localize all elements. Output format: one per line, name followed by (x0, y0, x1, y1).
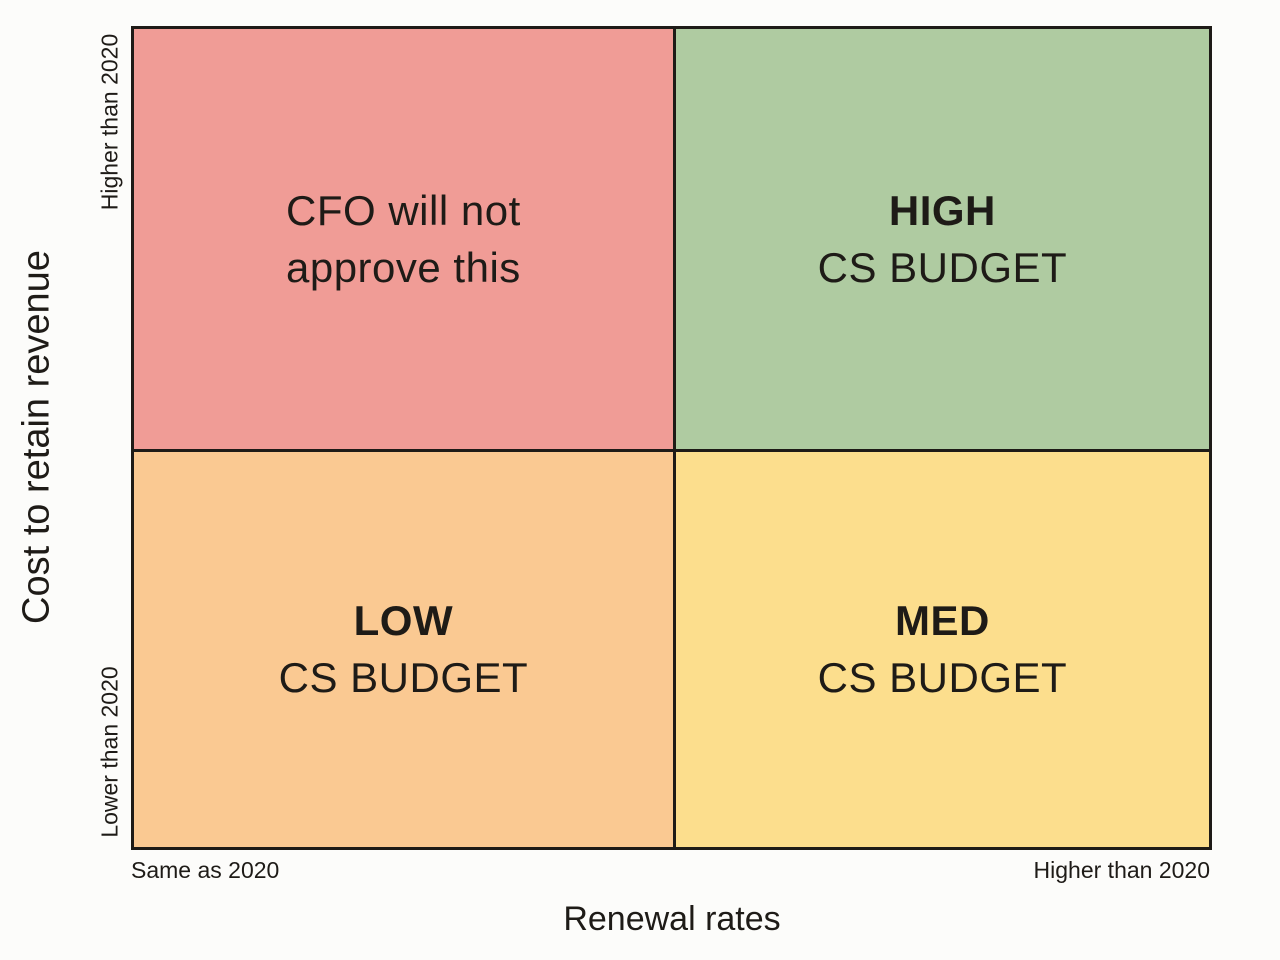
quadrant-top-right: HIGH CS BUDGET (675, 29, 1209, 452)
y-axis-max-label: Higher than 2020 (96, 33, 123, 211)
quadrant-top-right-subheading: CS BUDGET (817, 243, 1068, 291)
quadrant-bottom-right-text: MED CS BUDGET (818, 592, 1068, 706)
quadrant-top-right-heading: HIGH (888, 186, 996, 234)
quadrant-top-left-line1: CFO will not (286, 186, 521, 234)
x-axis-title: Renewal rates (563, 900, 781, 938)
quadrant-top-left: CFO will not approve this (134, 29, 676, 452)
y-axis-min-label: Lower than 2020 (96, 666, 123, 838)
quadrant-bottom-left-text: LOW CS BUDGET (279, 592, 529, 706)
x-axis-max-label: Higher than 2020 (1033, 857, 1210, 883)
quadrant-top-right-text: HIGH CS BUDGET (818, 182, 1068, 296)
quadrant-bottom-left-subheading: CS BUDGET (278, 654, 529, 702)
quadrant-bottom-left-heading: LOW (353, 597, 454, 645)
quadrant-matrix: CFO will not approve this HIGH CS BUDGET… (131, 26, 1212, 850)
quadrant-top-left-text: CFO will not approve this (286, 182, 521, 296)
x-axis-min-label: Same as 2020 (131, 857, 280, 883)
quadrant-top-left-line2: approve this (285, 243, 521, 291)
y-axis-title: Cost to retain revenue (15, 250, 58, 624)
quadrant-bottom-right: MED CS BUDGET (675, 451, 1209, 847)
quadrant-bottom-left: LOW CS BUDGET (134, 451, 676, 847)
quadrant-bottom-right-heading: MED (894, 597, 990, 645)
quadrant-bottom-right-subheading: CS BUDGET (817, 654, 1068, 702)
